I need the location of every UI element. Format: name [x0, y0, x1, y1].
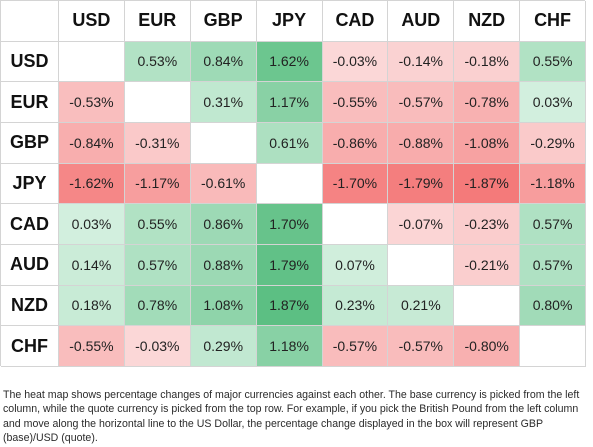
heatmap-cell-usd-gbp[interactable]: 0.84%: [190, 41, 257, 83]
heatmap-cell-eur-gbp[interactable]: 0.31%: [190, 82, 257, 123]
row-header-usd: USD: [1, 41, 59, 83]
heatmap-cell-cad-chf[interactable]: 0.57%: [520, 204, 586, 245]
row-header-cad: CAD: [1, 204, 59, 245]
heatmap-cell-usd-eur[interactable]: 0.53%: [124, 41, 191, 83]
heatmap-cell-cad-aud[interactable]: -0.07%: [388, 204, 455, 245]
column-header-usd: USD: [59, 1, 125, 42]
corner-cell: [1, 1, 59, 42]
heatmap-cell-nzd-eur[interactable]: 0.78%: [124, 285, 191, 327]
heatmap-cell-chf-nzd[interactable]: -0.80%: [454, 326, 521, 367]
heatmap-cell-usd-chf[interactable]: 0.55%: [520, 41, 586, 83]
column-header-chf: CHF: [520, 1, 586, 42]
currency-heatmap: USD EUR GBP JPY CAD AUD NZD CHF USD 0.53% 0.84% 1.6…: [0, 0, 586, 367]
column-header-nzd: NZD: [454, 1, 521, 42]
heatmap-cell-gbp-jpy[interactable]: 0.61%: [256, 122, 323, 164]
heatmap-cell-chf-chf[interactable]: [520, 326, 586, 367]
heatmap-cell-gbp-usd[interactable]: -0.84%: [59, 122, 125, 164]
heatmap-cell-jpy-nzd[interactable]: -1.87%: [454, 163, 521, 205]
heatmap-cell-jpy-gbp[interactable]: -0.61%: [190, 163, 257, 205]
heatmap-cell-eur-jpy[interactable]: 1.17%: [256, 82, 323, 123]
heatmap-cell-usd-aud[interactable]: -0.14%: [388, 41, 455, 83]
row-header-jpy: JPY: [1, 163, 59, 205]
heatmap-cell-nzd-gbp[interactable]: 1.08%: [190, 285, 257, 327]
heatmap-cell-chf-eur[interactable]: -0.03%: [124, 326, 191, 367]
heatmap-cell-cad-eur[interactable]: 0.55%: [124, 204, 191, 245]
heatmap-cell-gbp-eur[interactable]: -0.31%: [124, 122, 191, 164]
heatmap-cell-jpy-aud[interactable]: -1.79%: [388, 163, 455, 205]
heatmap-cell-gbp-nzd[interactable]: -1.08%: [454, 122, 521, 164]
row-header-gbp: GBP: [1, 122, 59, 164]
heatmap-cell-gbp-chf[interactable]: -0.29%: [520, 122, 586, 164]
heatmap-cell-eur-chf[interactable]: 0.03%: [520, 82, 586, 123]
heatmap-cell-nzd-usd[interactable]: 0.18%: [59, 285, 125, 327]
heatmap-cell-chf-usd[interactable]: -0.55%: [59, 326, 125, 367]
heatmap-cell-usd-usd[interactable]: [59, 41, 125, 83]
heatmap-cell-cad-nzd[interactable]: -0.23%: [454, 204, 521, 245]
heatmap-cell-nzd-aud[interactable]: 0.21%: [388, 285, 455, 327]
heatmap-cell-usd-cad[interactable]: -0.03%: [322, 41, 389, 83]
heatmap-cell-eur-aud[interactable]: -0.57%: [388, 82, 455, 123]
heatmap-cell-eur-eur[interactable]: [124, 82, 191, 123]
column-header-gbp: GBP: [190, 1, 257, 42]
heatmap-cell-aud-aud[interactable]: [388, 244, 455, 286]
heatmap-cell-eur-usd[interactable]: -0.53%: [59, 82, 125, 123]
heatmap-cell-aud-nzd[interactable]: -0.21%: [454, 244, 521, 286]
heatmap-cell-chf-gbp[interactable]: 0.29%: [190, 326, 257, 367]
heatmap-cell-cad-cad[interactable]: [322, 204, 389, 245]
heatmap-cell-jpy-chf[interactable]: -1.18%: [520, 163, 586, 205]
heatmap-cell-chf-aud[interactable]: -0.57%: [388, 326, 455, 367]
heatmap-cell-eur-nzd[interactable]: -0.78%: [454, 82, 521, 123]
heatmap-cell-aud-usd[interactable]: 0.14%: [59, 244, 125, 286]
heatmap-cell-aud-chf[interactable]: 0.57%: [520, 244, 586, 286]
heatmap-cell-chf-cad[interactable]: -0.57%: [322, 326, 389, 367]
row-header-nzd: NZD: [1, 285, 59, 327]
heatmap-caption: The heat map shows percentage changes of…: [3, 388, 580, 445]
heatmap-cell-jpy-usd[interactable]: -1.62%: [59, 163, 125, 205]
heatmap-cell-gbp-cad[interactable]: -0.86%: [322, 122, 389, 164]
heatmap-cell-cad-gbp[interactable]: 0.86%: [190, 204, 257, 245]
heatmap-cell-aud-cad[interactable]: 0.07%: [322, 244, 389, 286]
heatmap-cell-nzd-chf[interactable]: 0.80%: [520, 285, 586, 327]
heatmap-cell-aud-eur[interactable]: 0.57%: [124, 244, 191, 286]
heatmap-cell-gbp-aud[interactable]: -0.88%: [388, 122, 455, 164]
heatmap-cell-chf-jpy[interactable]: 1.18%: [256, 326, 323, 367]
heatmap-cell-jpy-jpy[interactable]: [256, 163, 323, 205]
heatmap-cell-nzd-nzd[interactable]: [454, 285, 521, 327]
heatmap-cell-jpy-cad[interactable]: -1.70%: [322, 163, 389, 205]
column-header-aud: AUD: [388, 1, 455, 42]
heatmap-cell-nzd-cad[interactable]: 0.23%: [322, 285, 389, 327]
row-header-aud: AUD: [1, 244, 59, 286]
column-header-cad: CAD: [322, 1, 389, 42]
row-header-eur: EUR: [1, 82, 59, 123]
heatmap-cell-eur-cad[interactable]: -0.55%: [322, 82, 389, 123]
heatmap-cell-aud-gbp[interactable]: 0.88%: [190, 244, 257, 286]
heatmap-cell-jpy-eur[interactable]: -1.17%: [124, 163, 191, 205]
column-header-jpy: JPY: [256, 1, 323, 42]
heatmap-cell-nzd-jpy[interactable]: 1.87%: [256, 285, 323, 327]
row-header-chf: CHF: [1, 326, 59, 367]
heatmap-cell-cad-jpy[interactable]: 1.70%: [256, 204, 323, 245]
heatmap-cell-usd-nzd[interactable]: -0.18%: [454, 41, 521, 83]
column-header-eur: EUR: [124, 1, 191, 42]
heatmap-cell-gbp-gbp[interactable]: [190, 122, 257, 164]
heatmap-cell-usd-jpy[interactable]: 1.62%: [256, 41, 323, 83]
heatmap-cell-aud-jpy[interactable]: 1.79%: [256, 244, 323, 286]
heatmap-cell-cad-usd[interactable]: 0.03%: [59, 204, 125, 245]
